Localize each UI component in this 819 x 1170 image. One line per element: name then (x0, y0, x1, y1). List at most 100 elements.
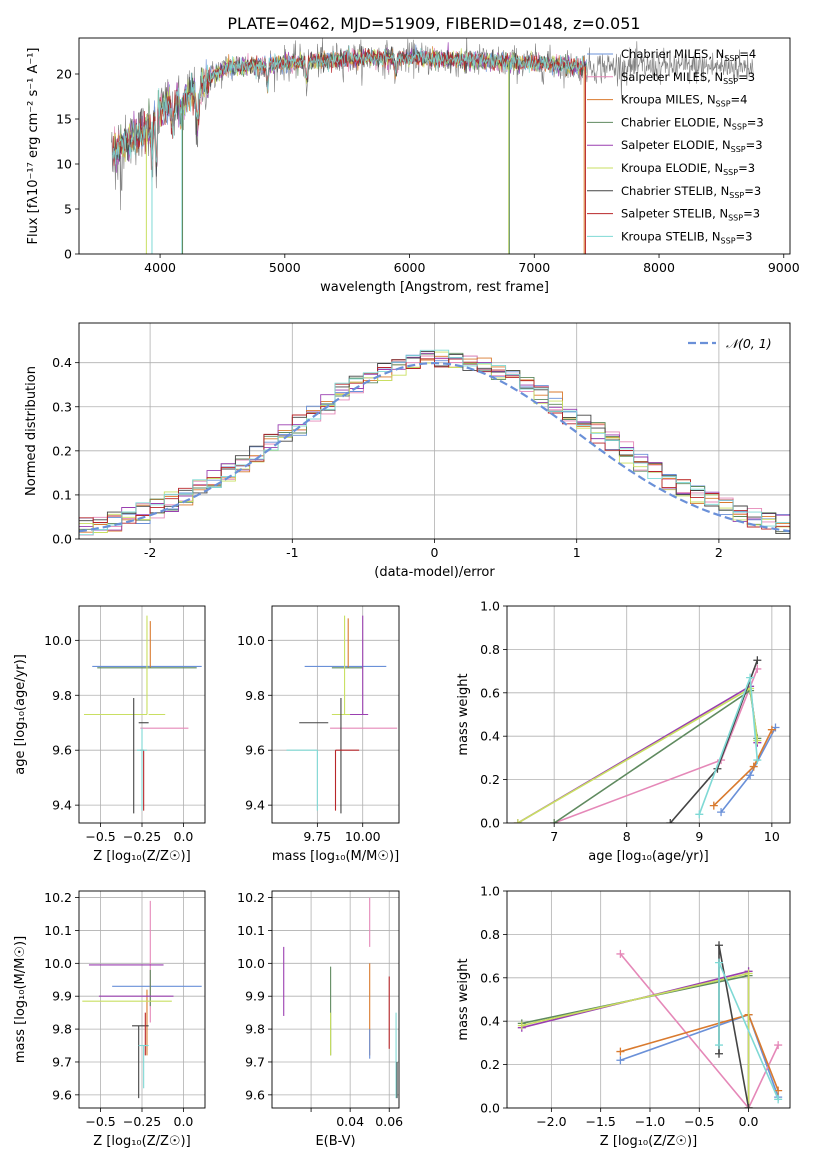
x-tick-label: −0.25 (123, 1114, 161, 1129)
x-tick-label: −0.25 (123, 829, 161, 844)
weight-marker-chabrier_stelib (715, 941, 724, 950)
y-tick-label: 10.0 (44, 633, 72, 648)
plot-area (111, 38, 754, 254)
y-axis-label: Normed distribution (24, 366, 39, 496)
plot-area (79, 323, 790, 539)
panel-age_vs_mass: 9.75 10.00 9.4 9.6 9.8 10.0 mass [log₁₀(M/M☉)] (237, 605, 400, 864)
x-tick-label: 9000 (768, 260, 800, 275)
plot-area (507, 606, 790, 823)
x-axis-label: Z [log₁₀(Z/Z☉)] (93, 1134, 190, 1149)
axes-frame (506, 605, 791, 824)
y-tick-label: 10.0 (237, 956, 265, 971)
y-tick-label: 0.6 (480, 970, 500, 985)
y-tick-label: 9.6 (52, 1087, 72, 1102)
legend-label: Chabrier ELODIE, NSSP=3 (621, 115, 764, 131)
weight-marker-kroupa_stelib (715, 958, 724, 967)
y-axis-label: age [log₁₀(age/yr)] (13, 654, 28, 775)
x-axis-label: Z [log₁₀(Z/Z☉)] (600, 1134, 697, 1149)
weight-marker-chabrier_stelib (744, 1104, 753, 1108)
legend-label: 𝒩(0, 1) (726, 336, 772, 351)
y-tick-label: 9.8 (245, 1022, 265, 1037)
y-tick-label: 9.4 (245, 798, 265, 813)
panel-age_vs_Z: −0.5 −0.25 0.0 9.4 9.6 9.8 10.0 Z [log₁₀(Z/Z☉)]… (13, 605, 206, 864)
x-tick-label: −0.5 (684, 1114, 714, 1129)
y-tick-label: 0.2 (480, 1057, 500, 1072)
y-tick-label: 0.8 (480, 642, 500, 657)
x-tick-label: −2.0 (536, 1114, 566, 1129)
panel-spectrum: 4000 5000 6000 7000 8000 9000 0 5 10 15 20 Chabrier… (26, 37, 800, 295)
y-axis-label: mass [log₁₀(M/M☉)] (13, 936, 28, 1063)
weight-marker-chabrier_stelib (715, 1049, 724, 1058)
x-tick-label: 9 (695, 829, 703, 844)
y-tick-label: 5 (64, 202, 72, 217)
y-axis-label: mass weight (456, 673, 471, 755)
y-tick-label: 0.4 (480, 729, 500, 744)
axes-frame (78, 37, 791, 255)
x-tick-label: -2 (144, 545, 156, 560)
weight-marker-kroupa_miles (767, 725, 776, 734)
histogram-kroupa_stelib (79, 349, 790, 539)
y-tick-label: 0.8 (480, 927, 500, 942)
model-spectrum-kroupa_stelib (112, 45, 588, 168)
legend-label: Chabrier MILES, NSSP=4 (621, 47, 756, 63)
weight-marker-kroupa_elodie (753, 736, 762, 745)
y-axis-label: Flux [fλ10⁻¹⁷ erg cm⁻² s⁻¹ A⁻¹] (26, 48, 41, 245)
plot-area (272, 606, 399, 823)
x-tick-label: 6000 (394, 260, 426, 275)
weight-marker-salpeter_miles (616, 949, 625, 958)
axes-frame (506, 890, 791, 1109)
x-tick-label: 7000 (518, 260, 550, 275)
weight-marker-kroupa_miles (749, 762, 758, 771)
weight-marker-kroupa_stelib (715, 1041, 724, 1050)
weight-marker-kroupa_miles (616, 1047, 625, 1056)
y-tick-label: 9.9 (52, 989, 72, 1004)
axes-frame (78, 890, 206, 1109)
x-tick-label: 10 (764, 829, 780, 844)
x-tick-label: 2 (715, 545, 723, 560)
plot-area (79, 606, 205, 823)
panel-weight_vs_Z: −2.0 −1.5 −1.0 −0.5 0.0 0.0 0.2 0.4 0.6 0.8 1.0 Z [… (456, 884, 791, 1149)
y-tick-label: 9.7 (245, 1054, 265, 1069)
y-tick-label: 10.1 (237, 923, 265, 938)
y-tick-label: 0.0 (480, 816, 500, 831)
y-tick-label: 0.3 (52, 399, 72, 414)
weight-marker-chabrier_stelib (666, 819, 675, 823)
y-tick-label: 9.8 (52, 688, 72, 703)
y-tick-label: 0.4 (480, 1014, 500, 1029)
y-tick-label: 1.0 (480, 599, 500, 614)
y-tick-label: 0.6 (480, 685, 500, 700)
spectrum-legend: Chabrier MILES, NSSP=4 Salpeter MILES, NS… (587, 47, 764, 245)
x-tick-label: 8000 (643, 260, 675, 275)
weight-marker-kroupa_elodie (517, 1021, 526, 1030)
x-axis-label: mass [log₁₀(M/M☉)] (272, 849, 399, 864)
y-tick-label: 9.8 (245, 688, 265, 703)
y-tick-label: 10 (56, 157, 72, 172)
y-tick-label: 9.9 (245, 989, 265, 1004)
y-tick-label: 10.2 (237, 890, 265, 905)
x-axis-label: age [log₁₀(age/yr)] (588, 849, 709, 864)
weight-marker-kroupa_miles (774, 1086, 783, 1095)
y-tick-label: 0.2 (480, 772, 500, 787)
weight-marker-chabrier_stelib (753, 656, 762, 665)
x-tick-label: −0.5 (85, 1114, 115, 1129)
x-tick-label: 0 (431, 545, 439, 560)
plot-area (507, 891, 790, 1108)
weight-marker-chabrier_miles (717, 808, 726, 817)
panel-weight_vs_age: 7 8 9 10 0.0 0.2 0.4 0.6 0.8 1.0 age [log₁₀(age/yr… (456, 599, 791, 864)
legend-label: Salpeter MILES, NSSP=3 (621, 70, 755, 86)
axes-frame (271, 605, 400, 824)
y-tick-label: 10.1 (44, 923, 72, 938)
y-tick-label: 10.0 (237, 633, 265, 648)
x-tick-label: 0.06 (375, 1114, 403, 1129)
legend-label: Kroupa MILES, NSSP=4 (621, 93, 747, 109)
x-tick-label: 8 (623, 829, 631, 844)
weight-marker-kroupa_stelib (753, 756, 762, 765)
y-tick-label: 20 (56, 67, 72, 82)
x-tick-label: -1 (286, 545, 298, 560)
y-tick-label: 1.0 (480, 884, 500, 899)
y-tick-label: 10.0 (44, 956, 72, 971)
plot-area (79, 891, 205, 1108)
normal-curve (79, 361, 790, 533)
x-tick-label: 0.0 (174, 829, 194, 844)
